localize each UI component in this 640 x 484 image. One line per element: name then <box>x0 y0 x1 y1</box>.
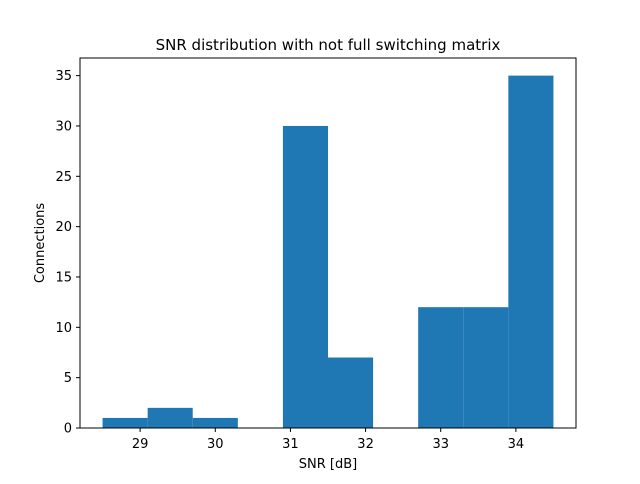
y-tick-label-25: 25 <box>55 170 72 185</box>
histogram-bar-9 <box>508 75 554 429</box>
chart-title: SNR distribution with not full switching… <box>156 36 501 54</box>
histogram-bar-0 <box>102 417 148 428</box>
x-axis-ticks: 29 30 31 32 33 34 <box>132 428 524 452</box>
x-tick-label-34: 34 <box>508 437 525 452</box>
y-tick-label-5: 5 <box>64 371 72 386</box>
histogram-bar-7 <box>418 307 464 428</box>
y-tick-label-30: 30 <box>55 119 72 134</box>
x-tick-label-30: 30 <box>207 437 224 452</box>
x-tick-label-33: 33 <box>432 437 449 452</box>
y-tick-label-15: 15 <box>55 270 72 285</box>
histogram-bar-5 <box>328 357 374 428</box>
histogram-bar-8 <box>463 307 509 428</box>
x-tick-label-31: 31 <box>282 437 299 452</box>
bars-layer <box>102 75 554 429</box>
x-tick-label-32: 32 <box>357 437 374 452</box>
histogram-bar-2 <box>192 417 238 428</box>
plot-frame <box>79 57 577 429</box>
y-tick-label-10: 10 <box>55 321 72 336</box>
x-tick-label-29: 29 <box>132 437 149 452</box>
y-axis-label: Connections <box>33 203 48 284</box>
histogram-bar-4 <box>282 125 328 429</box>
y-tick-label-35: 35 <box>55 69 72 84</box>
x-axis-label: SNR [dB] <box>299 457 357 472</box>
histogram-bar-1 <box>147 407 193 428</box>
y-tick-label-20: 20 <box>55 220 72 235</box>
y-axis-ticks: 0 5 10 15 20 25 30 35 <box>55 69 80 437</box>
y-tick-label-0: 0 <box>64 422 72 437</box>
